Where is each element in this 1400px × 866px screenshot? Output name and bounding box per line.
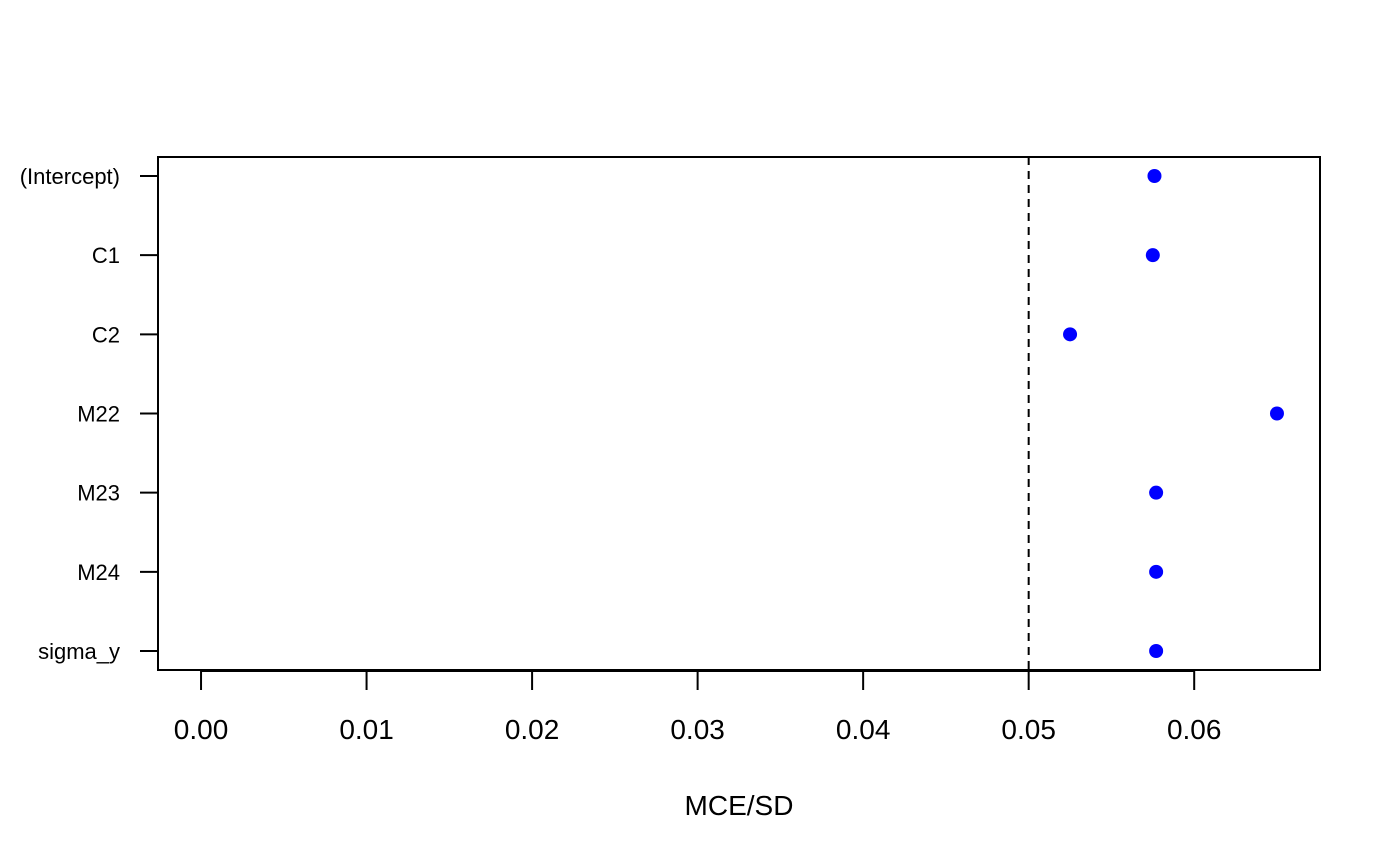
- plot-box: [157, 156, 1321, 671]
- data-point: [1269, 406, 1284, 421]
- y-tick-label: M24: [77, 560, 120, 585]
- x-tick-label: 0.05: [1001, 714, 1056, 745]
- y-tick-label: sigma_y: [38, 639, 120, 664]
- data-point: [1145, 248, 1160, 263]
- x-axis: 0.00 0.01 0.02 0.03 0.04 0.05 0.06: [174, 670, 1222, 745]
- data-point: [1149, 485, 1164, 500]
- data-point: [1147, 169, 1162, 183]
- x-tick-label: 0.03: [670, 714, 725, 745]
- y-tick-label: M23: [77, 481, 120, 506]
- data-point: [1149, 564, 1164, 579]
- data-point: [1063, 327, 1078, 342]
- x-tick-label: 0.01: [339, 714, 394, 745]
- x-tick-label: 0.00: [174, 714, 229, 745]
- y-axis: (Intercept) C1 C2 M22 M23 M24 sigma_y: [20, 164, 158, 664]
- data-point: [1149, 644, 1164, 658]
- x-tick-label: 0.02: [505, 714, 560, 745]
- y-tick-label: C2: [92, 322, 120, 347]
- y-tick-label: M22: [77, 402, 120, 427]
- y-tick-label: C1: [92, 243, 120, 268]
- x-tick-label: 0.04: [836, 714, 891, 745]
- x-axis-title: MCE/SD: [685, 790, 794, 821]
- data-points: [1063, 169, 1284, 658]
- x-tick-label: 0.06: [1167, 714, 1222, 745]
- y-tick-label: (Intercept): [20, 164, 120, 189]
